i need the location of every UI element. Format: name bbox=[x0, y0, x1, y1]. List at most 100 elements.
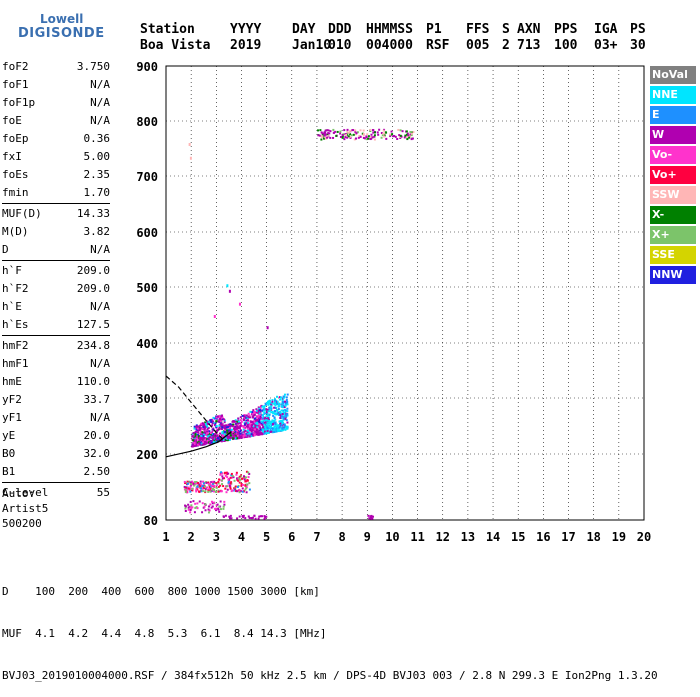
echo-point-base bbox=[251, 516, 254, 519]
param-value: 3.750 bbox=[76, 60, 110, 73]
echo-point-f bbox=[270, 411, 273, 414]
param-value: 33.7 bbox=[83, 393, 111, 406]
echo-point-hop bbox=[347, 135, 350, 138]
echo-point-e bbox=[235, 473, 238, 476]
echo-point-e bbox=[218, 478, 221, 481]
echo-point-low bbox=[189, 511, 192, 514]
echo-point-f bbox=[228, 428, 231, 431]
echo-point-f bbox=[272, 412, 275, 415]
echo-point-e bbox=[224, 471, 227, 474]
echo-point-f bbox=[206, 438, 209, 441]
legend-ssw: SSW bbox=[650, 186, 696, 204]
echo-point-hop bbox=[378, 128, 381, 131]
param-label: yF1 bbox=[2, 411, 22, 424]
echo-point-e bbox=[221, 477, 224, 480]
echo-point-hop bbox=[389, 133, 392, 136]
echo-point-e bbox=[185, 486, 188, 489]
echo-point-f bbox=[225, 426, 228, 429]
echo-point-f bbox=[218, 416, 221, 419]
echo-point-e bbox=[236, 485, 239, 488]
header-label-5: P1 bbox=[426, 22, 442, 37]
echo-point-e bbox=[217, 482, 220, 485]
echo-point-e bbox=[211, 480, 214, 483]
echo-point-f bbox=[274, 407, 277, 410]
echo-point-f bbox=[207, 441, 210, 444]
echo-point-f bbox=[205, 424, 208, 427]
echo-point-f bbox=[236, 429, 239, 432]
echo-point-base bbox=[229, 517, 232, 520]
echo-point-f bbox=[259, 415, 262, 418]
echo-point-e bbox=[217, 480, 220, 483]
echo-point-base bbox=[242, 514, 245, 517]
echo-point-f bbox=[284, 411, 287, 414]
echo-point-low bbox=[211, 502, 214, 505]
echo-point-e bbox=[199, 482, 202, 485]
echo-point-f bbox=[253, 421, 256, 424]
echo-point-hop bbox=[346, 130, 349, 133]
echo-point-f bbox=[217, 440, 220, 443]
echo-point-e bbox=[241, 477, 244, 480]
echo-point-f bbox=[245, 414, 248, 417]
echo-point-f bbox=[267, 424, 270, 427]
echo-point-f bbox=[237, 436, 240, 439]
echo-point-hop bbox=[373, 131, 376, 134]
echo-point-f bbox=[217, 420, 220, 423]
echo-point-f bbox=[255, 433, 258, 436]
echo-point-f bbox=[258, 429, 261, 432]
echo-point-hop bbox=[323, 134, 326, 137]
echo-point-f bbox=[281, 428, 284, 431]
echo-point-low bbox=[187, 506, 190, 509]
param-label: fxI bbox=[2, 150, 22, 163]
param-label: foE bbox=[2, 114, 22, 127]
param-value: 234.8 bbox=[76, 339, 110, 352]
echo-point-hop bbox=[341, 134, 344, 137]
echo-point-f bbox=[202, 437, 205, 440]
echo-point-f bbox=[259, 427, 262, 430]
echo-point-hop bbox=[389, 135, 392, 138]
header-value-7: 2 bbox=[502, 38, 510, 53]
echo-point-f bbox=[193, 434, 196, 437]
x-tick-label: 6 bbox=[288, 530, 295, 544]
echo-point-f bbox=[208, 430, 211, 433]
echo-point-f bbox=[236, 437, 239, 440]
echo-point-low bbox=[219, 508, 222, 511]
echo-point-hop bbox=[339, 132, 342, 135]
legend-vo-: Vo+ bbox=[650, 166, 696, 184]
echo-point-low bbox=[222, 505, 225, 508]
echo-point-e bbox=[215, 481, 218, 484]
echo-point-low bbox=[218, 510, 221, 513]
echo-point-e bbox=[224, 474, 227, 477]
echo-point-hop bbox=[321, 132, 324, 135]
echo-point-f bbox=[258, 422, 261, 425]
echo-point-f bbox=[231, 420, 234, 423]
echo-point-f bbox=[265, 415, 268, 418]
echo-point-e bbox=[210, 481, 213, 484]
echo-point-f bbox=[263, 411, 266, 414]
echo-point-f bbox=[222, 438, 225, 441]
echo-point-hop bbox=[411, 132, 414, 135]
echo-point-hop bbox=[397, 128, 400, 131]
echo-point-hop bbox=[319, 134, 322, 137]
echo-point-f bbox=[201, 439, 204, 442]
x-tick-label: 7 bbox=[313, 530, 320, 544]
echo-point-f bbox=[260, 433, 263, 436]
echo-point-f bbox=[198, 428, 201, 431]
x-tick-label: 12 bbox=[436, 530, 450, 544]
header-value-9: 100 bbox=[554, 38, 578, 53]
echo-point-f bbox=[239, 422, 242, 425]
echo-point-hop bbox=[369, 128, 372, 131]
param-label: M(D) bbox=[2, 225, 29, 238]
echo-point-f bbox=[193, 445, 196, 448]
echo-point-f bbox=[202, 442, 205, 445]
echo-point-f bbox=[236, 434, 239, 437]
echo-point-e bbox=[238, 475, 241, 478]
echo-point-e bbox=[234, 485, 237, 488]
echo-point-f bbox=[199, 427, 202, 430]
echo-point-f bbox=[271, 423, 274, 426]
echo-point-f bbox=[215, 426, 218, 429]
y-tick-label: 200 bbox=[136, 448, 158, 462]
echo-point-f bbox=[254, 424, 257, 427]
echo-point-f bbox=[278, 402, 281, 405]
echo-point-f bbox=[250, 433, 253, 436]
echo-point-hop bbox=[362, 134, 365, 137]
